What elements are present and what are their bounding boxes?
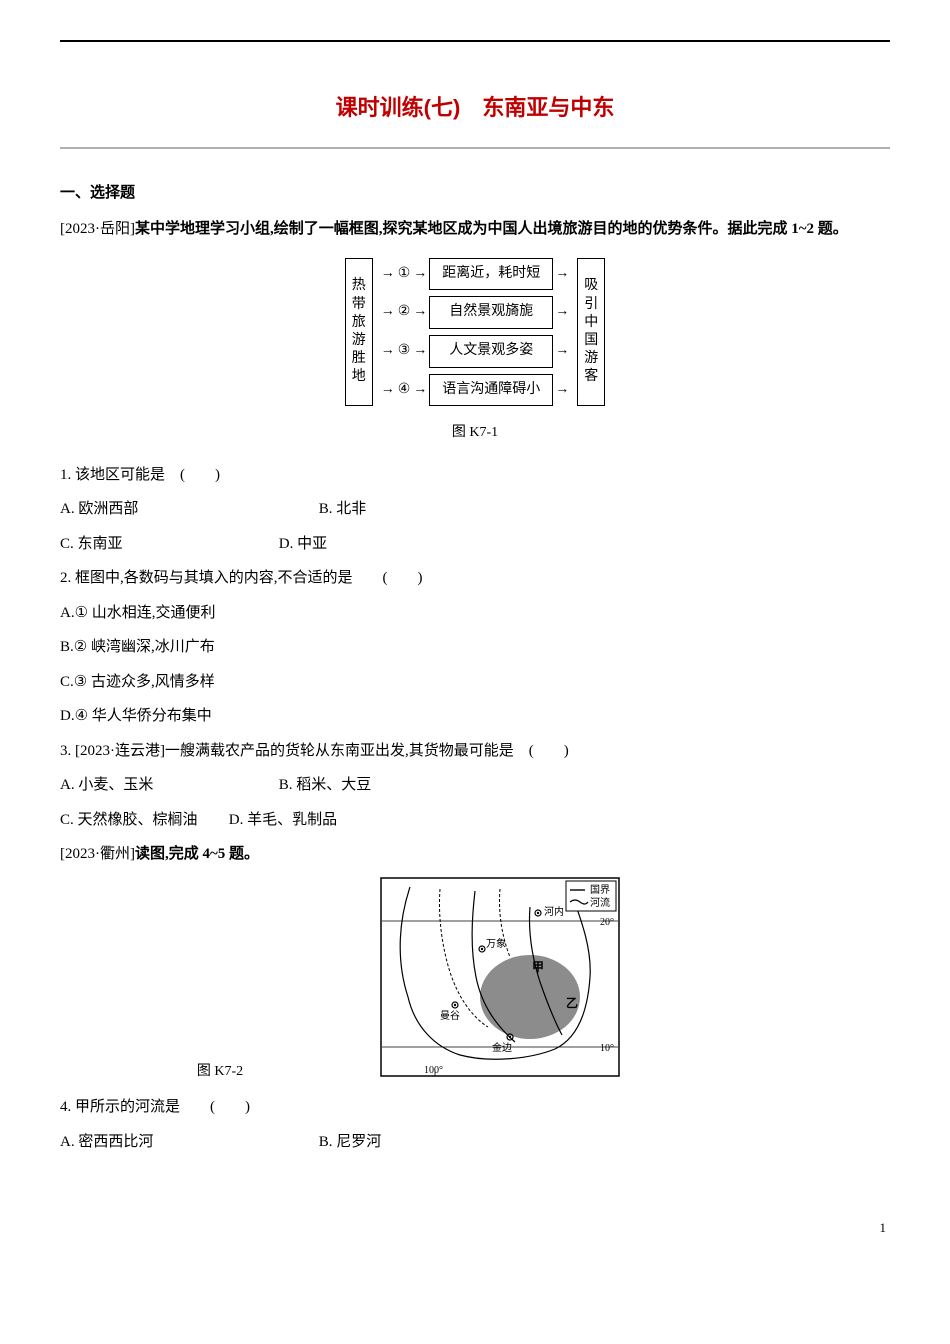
q2-opt-b: B.② 峡湾幽深,冰川广布 — [60, 633, 890, 662]
diagram1-left-c1: 热 — [352, 277, 366, 295]
q1-opt-b: B. 北非 — [319, 501, 367, 517]
diagram1-right-c5: 游 — [584, 350, 598, 368]
diagram1-right-box: 吸 引 中 国 游 客 — [577, 258, 605, 406]
intro1-prefix: [2023·岳阳] — [60, 221, 135, 237]
intro-2: [2023·衢州]读图,完成 4~5 题。 — [60, 840, 890, 869]
q3-opt-a: A. 小麦、玉米 — [60, 771, 275, 800]
q4-stem: 4. 甲所示的河流是 ( ) — [60, 1093, 890, 1122]
diagram1-num-4: ④ — [397, 377, 412, 404]
arrow-icon: → — [553, 377, 571, 404]
q3-stem: 3. [2023·连云港]一艘满载农产品的货轮从东南亚出发,其货物最可能是 ( … — [60, 737, 890, 766]
page-number: 1 — [60, 1216, 890, 1241]
diagram1-box-2: 自然景观旖旎 — [429, 296, 553, 329]
q3-opt-d: D. 羊毛、乳制品 — [229, 812, 337, 828]
arrow-icon: → — [411, 299, 429, 326]
legend-border-label: 国界 — [590, 884, 610, 896]
lat-20: 20° — [600, 917, 614, 928]
arrow-icon: → — [411, 338, 429, 365]
q3-options-row2: C. 天然橡胶、棕榈油 D. 羊毛、乳制品 — [60, 806, 890, 835]
diagram1-right-c6: 客 — [584, 368, 598, 386]
q3-opt-b: B. 稻米、大豆 — [279, 777, 372, 793]
q1-options-row1: A. 欧洲西部 B. 北非 — [60, 495, 890, 524]
q2-stem: 2. 框图中,各数码与其填入的内容,不合适的是 ( ) — [60, 564, 890, 593]
q2-opt-c: C.③ 古迹众多,风情多样 — [60, 668, 890, 697]
top-border-rule — [60, 40, 890, 42]
legend-river-label: 河流 — [590, 896, 610, 909]
diagram1-right-c2: 引 — [584, 296, 598, 314]
diagram1-num-2: ② — [397, 299, 412, 326]
diagram1-right-c4: 国 — [584, 332, 598, 350]
diagram1-row-4: → ④ → 语言沟通障碍小 → — [379, 374, 572, 407]
diagram1-mid-rows: → ① → 距离近，耗时短 → → ② → 自然景观旖旎 → → ③ → 人文景… — [379, 258, 572, 406]
arrow-icon: → — [553, 338, 571, 365]
q4-opt-b: B. 尼罗河 — [319, 1134, 382, 1150]
city-bangkok: 曼谷 — [440, 1010, 460, 1022]
arrow-icon: → — [411, 377, 429, 404]
diagram1-box-3: 人文景观多姿 — [429, 335, 553, 368]
label-yi: 乙 — [566, 996, 578, 1010]
city-phnompenh: 金边 — [492, 1041, 512, 1054]
q3-opt-c: C. 天然橡胶、棕榈油 — [60, 806, 225, 835]
arrow-icon: → — [411, 261, 429, 288]
map-figure: 国界 河流 河内 万象 曼谷 金边 甲 乙 20° 10° 100° — [380, 877, 620, 1088]
arrow-icon: → — [379, 261, 397, 288]
lat-10: 10° — [600, 1043, 614, 1054]
diagram1-left-c3: 旅 — [352, 314, 366, 332]
diagram1-left-c6: 地 — [352, 368, 366, 386]
q3-options-row1: A. 小麦、玉米 B. 稻米、大豆 — [60, 771, 890, 800]
figure-2-row: 图 K7-2 — [60, 877, 890, 1088]
figure-caption-2: 图 K7-2 — [60, 1059, 380, 1088]
diagram1-num-3: ③ — [397, 338, 412, 365]
label-jia: 甲 — [532, 960, 544, 974]
map-svg: 国界 河流 河内 万象 曼谷 金边 甲 乙 20° 10° 100° — [380, 877, 620, 1077]
page-title: 课时训练(七) 东南亚与中东 — [60, 87, 890, 129]
arrow-icon: → — [379, 338, 397, 365]
arrow-icon: → — [553, 299, 571, 326]
arrow-icon: → — [379, 377, 397, 404]
diagram1-row-2: → ② → 自然景观旖旎 → — [379, 296, 572, 329]
city-hanoi: 河内 — [544, 905, 564, 918]
q4-opt-a: A. 密西西比河 — [60, 1128, 315, 1157]
section-heading: 一、选择题 — [60, 179, 890, 208]
intro2-bold: 读图,完成 4~5 题。 — [135, 846, 259, 862]
diagram1-left-c4: 游 — [352, 332, 366, 350]
q4-options-row1: A. 密西西比河 B. 尼罗河 — [60, 1128, 890, 1157]
intro-1: [2023·岳阳]某中学地理学习小组,绘制了一幅框图,探究某地区成为中国人出境旅… — [60, 215, 890, 244]
title-underline — [60, 147, 890, 149]
city-vientiane: 万象 — [486, 938, 506, 950]
diagram1-row-3: → ③ → 人文景观多姿 → — [379, 335, 572, 368]
q2-opt-a: A.① 山水相连,交通便利 — [60, 599, 890, 628]
diagram1-row-1: → ① → 距离近，耗时短 → — [379, 258, 572, 291]
diagram1-right-c1: 吸 — [584, 277, 598, 295]
diagram1-left-c5: 胜 — [352, 350, 366, 368]
diagram1-right-c3: 中 — [584, 314, 598, 332]
q1-opt-a: A. 欧洲西部 — [60, 495, 315, 524]
diagram1-box-4: 语言沟通障碍小 — [429, 374, 553, 407]
intro1-bold: 某中学地理学习小组,绘制了一幅框图,探究某地区成为中国人出境旅游目的地的优势条件… — [135, 221, 848, 237]
diagram1-num-1: ① — [397, 261, 412, 288]
figure-caption-1: 图 K7-1 — [60, 420, 890, 447]
q2-opt-d: D.④ 华人华侨分布集中 — [60, 702, 890, 731]
q1-options-row2: C. 东南亚 D. 中亚 — [60, 530, 890, 559]
diagram1-left-box: 热 带 旅 游 胜 地 — [345, 258, 373, 406]
diagram1-left-c2: 带 — [352, 296, 366, 314]
lon-100: 100° — [424, 1065, 443, 1076]
intro2-prefix: [2023·衢州] — [60, 846, 135, 862]
diagram-1: 热 带 旅 游 胜 地 → ① → 距离近，耗时短 → → ② → 自然景观旖旎… — [60, 258, 890, 406]
q1-stem: 1. 该地区可能是 ( ) — [60, 461, 890, 490]
arrow-icon: → — [553, 261, 571, 288]
q1-opt-c: C. 东南亚 — [60, 530, 275, 559]
q1-opt-d: D. 中亚 — [279, 536, 327, 552]
arrow-icon: → — [379, 299, 397, 326]
diagram1-box-1: 距离近，耗时短 — [429, 258, 553, 291]
